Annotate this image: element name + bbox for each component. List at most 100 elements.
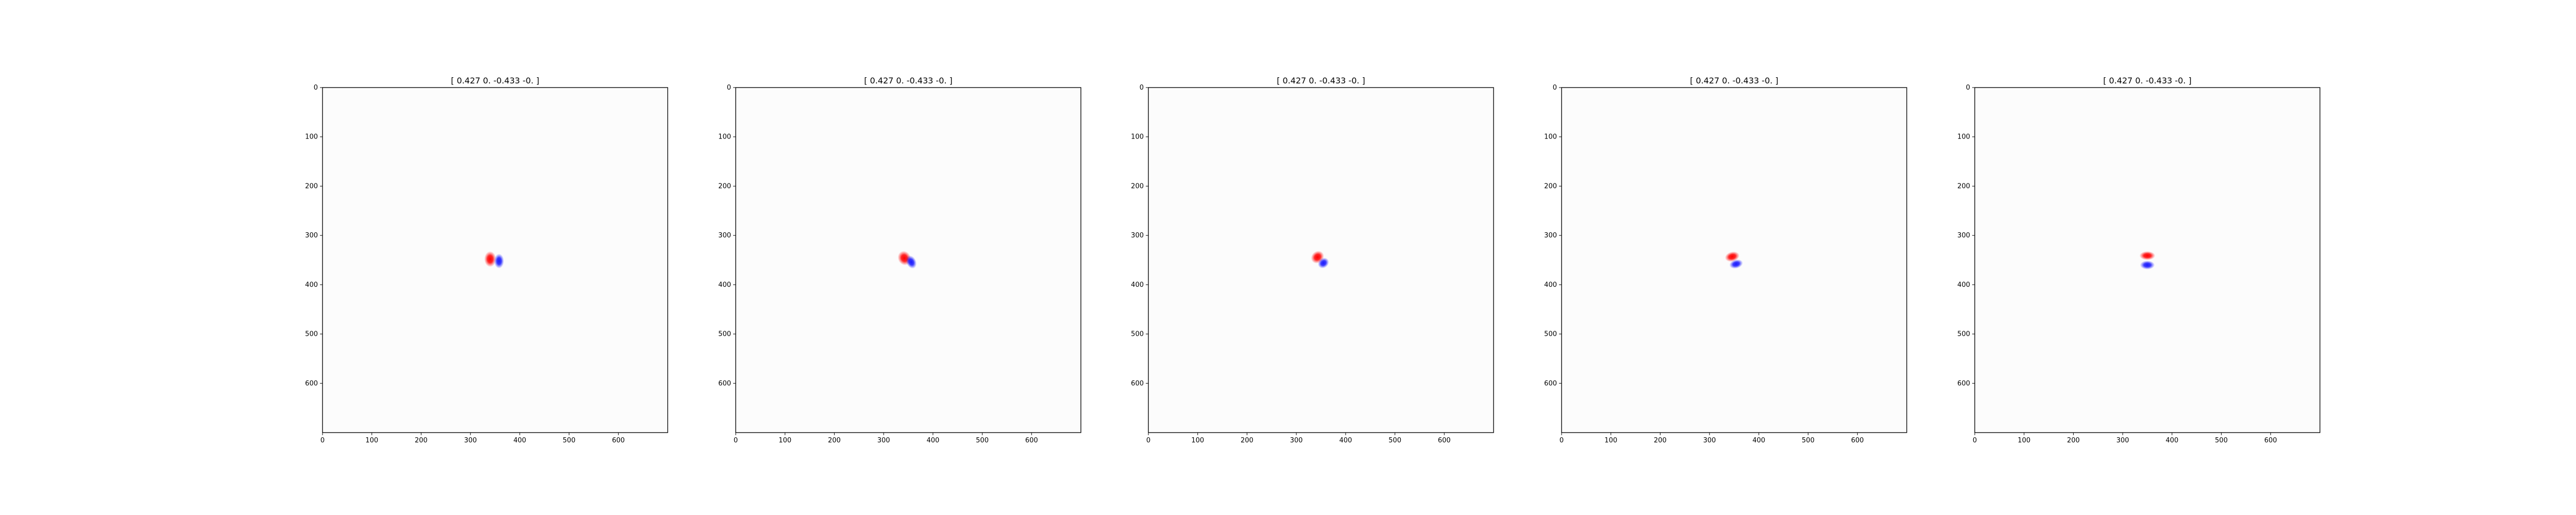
x-tick-label: 300 — [2116, 437, 2129, 444]
y-tick-label: 400 — [1131, 281, 1144, 289]
x-tick-label: 200 — [415, 437, 428, 444]
y-tick-label: 100 — [718, 133, 731, 141]
axes-border — [1561, 87, 1907, 433]
y-tick-label: 600 — [1131, 380, 1144, 387]
heatmap-image — [484, 251, 504, 269]
y-tick-label: 300 — [1544, 232, 1557, 239]
x-tick-label: 0 — [1973, 437, 1977, 444]
x-tick-label: 100 — [1191, 437, 1204, 444]
x-tick-label: 300 — [1290, 437, 1303, 444]
x-tick-label: 400 — [926, 437, 939, 444]
y-tick-label: 200 — [1544, 182, 1557, 190]
x-tick-label: 600 — [1025, 437, 1038, 444]
y-tick-label: 400 — [718, 281, 731, 289]
y-tick-label: 400 — [1957, 281, 1970, 289]
heatmap-image — [1311, 250, 1329, 269]
blob-positive — [1725, 251, 1740, 262]
x-tick-label: 600 — [1851, 437, 1864, 444]
y-tick-label: 500 — [1957, 331, 1970, 338]
x-tick-label: 100 — [365, 437, 378, 444]
blob-positive — [2139, 251, 2156, 260]
panel-4: [ 0.427 0. -0.433 -0. ] 0 100 200 300 400 500 6… — [1544, 76, 1907, 444]
x-tick-label: 300 — [464, 437, 477, 444]
x-tick-label: 600 — [2264, 437, 2277, 444]
axes-border — [735, 87, 1081, 433]
y-tick-label: 200 — [305, 182, 318, 190]
y-tick-label: 300 — [718, 232, 731, 239]
y-tick-label: 500 — [1131, 331, 1144, 338]
axes-frame — [1974, 87, 2320, 433]
heatmap-image — [1725, 251, 1743, 269]
y-tick-label: 300 — [1957, 232, 1970, 239]
panel-2: [ 0.427 0. -0.433 -0. ] 0 100 200 300 400 500 6… — [718, 76, 1081, 444]
panel-title: [ 0.427 0. -0.433 -0. ] — [1277, 76, 1365, 85]
x-tick-label: 200 — [1654, 437, 1667, 444]
x-tick-label: 100 — [2018, 437, 2030, 444]
y-tick-label: 0 — [1140, 84, 1144, 92]
blob-negative — [1318, 258, 1329, 269]
y-tick-label: 200 — [718, 182, 731, 190]
y-tick-label: 100 — [305, 133, 318, 141]
y-tick-label: 0 — [314, 84, 318, 92]
x-tick-label: 500 — [2215, 437, 2228, 444]
y-tick-label: 300 — [1131, 232, 1144, 239]
y-tick-label: 600 — [305, 380, 318, 387]
x-tick-label: 200 — [2067, 437, 2080, 444]
x-tick-label: 600 — [612, 437, 625, 444]
x-tick-label: 500 — [1388, 437, 1401, 444]
y-tick-label: 200 — [1957, 182, 1970, 190]
x-tick-label: 300 — [1703, 437, 1716, 444]
x-tick-label: 0 — [1146, 437, 1150, 444]
x-tick-label: 600 — [1438, 437, 1451, 444]
y-tick-label: 0 — [1553, 84, 1557, 92]
blob-negative — [2140, 260, 2155, 270]
y-tick-label: 500 — [1544, 331, 1557, 338]
x-tick-label: 100 — [778, 437, 791, 444]
y-tick-label: 200 — [1131, 182, 1144, 190]
x-tick-label: 500 — [976, 437, 989, 444]
axes-border — [1974, 87, 2320, 433]
panel-5: [ 0.427 0. -0.433 -0. ] 0 100 200 300 400 500 6… — [1957, 76, 2320, 444]
panel-title: [ 0.427 0. -0.433 -0. ] — [451, 76, 539, 85]
x-tick-label: 400 — [2165, 437, 2178, 444]
x-tick-label: 500 — [563, 437, 575, 444]
y-tick-label: 0 — [727, 84, 731, 92]
x-tick-label: 200 — [1241, 437, 1253, 444]
x-tick-label: 0 — [320, 437, 325, 444]
x-tick-label: 300 — [877, 437, 890, 444]
heatmap-image — [897, 251, 917, 269]
blob-negative — [494, 253, 504, 269]
y-tick-label: 100 — [1544, 133, 1557, 141]
x-tick-label: 200 — [828, 437, 841, 444]
y-tick-label: 100 — [1957, 133, 1970, 141]
axes-border — [322, 87, 668, 433]
y-tick-label: 600 — [1544, 380, 1557, 387]
panel-title: [ 0.427 0. -0.433 -0. ] — [2103, 76, 2192, 85]
y-tick-label: 100 — [1131, 133, 1144, 141]
axes-border — [1148, 87, 1494, 433]
panel-1: [ 0.427 0. -0.433 -0. ] 0 100 200 300 400 500 6… — [305, 76, 668, 444]
panels-layer: [ 0.427 0. -0.433 -0. ] 0 100 200 300 400 500 6… — [305, 76, 2320, 444]
x-tick-label: 400 — [1752, 437, 1765, 444]
y-tick-label: 600 — [1957, 380, 1970, 387]
heatmap-image — [2139, 251, 2156, 270]
x-tick-label: 400 — [513, 437, 526, 444]
x-tick-label: 400 — [1339, 437, 1352, 444]
x-tick-label: 500 — [1802, 437, 1815, 444]
x-tick-label: 0 — [734, 437, 738, 444]
y-tick-label: 400 — [305, 281, 318, 289]
blob-positive — [484, 251, 496, 267]
blob-negative — [906, 255, 917, 269]
x-tick-label: 100 — [1604, 437, 1617, 444]
y-tick-label: 0 — [1966, 84, 1970, 92]
y-tick-label: 500 — [718, 331, 731, 338]
panel-title: [ 0.427 0. -0.433 -0. ] — [1690, 76, 1778, 85]
x-tick-label: 0 — [1560, 437, 1564, 444]
y-tick-label: 500 — [305, 331, 318, 338]
y-tick-label: 300 — [305, 232, 318, 239]
blob-negative — [1729, 259, 1743, 269]
y-tick-label: 600 — [718, 380, 731, 387]
panel-title: [ 0.427 0. -0.433 -0. ] — [864, 76, 953, 85]
y-tick-label: 400 — [1544, 281, 1557, 289]
